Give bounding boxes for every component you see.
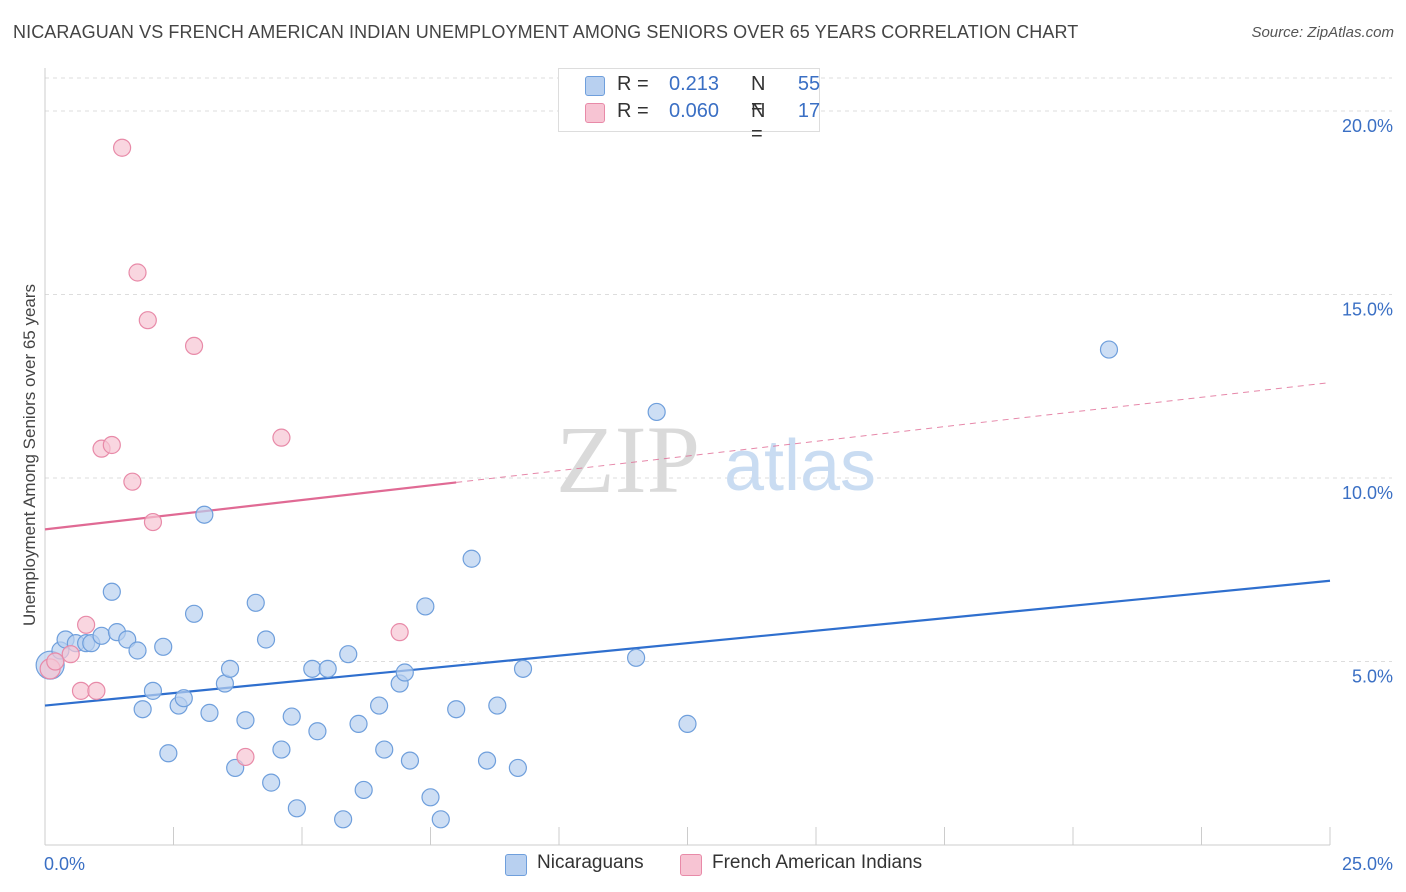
point-nicaraguans[interactable]: [133, 700, 152, 719]
point-nicaraguans[interactable]: [395, 663, 414, 682]
y-axis-label: Unemployment Among Seniors over 65 years: [20, 283, 39, 627]
legend-r-label: R =: [617, 73, 649, 95]
point-nicaraguans[interactable]: [354, 780, 373, 800]
point-french-american-indians[interactable]: [184, 336, 204, 355]
point-nicaraguans[interactable]: [334, 810, 353, 829]
legend-swatch-french-american-indians: [680, 854, 702, 876]
point-nicaraguans[interactable]: [102, 582, 121, 601]
point-nicaraguans[interactable]: [272, 740, 291, 759]
point-french-american-indians[interactable]: [390, 623, 409, 642]
point-nicaraguans[interactable]: [400, 751, 420, 770]
point-nicaraguans[interactable]: [488, 696, 507, 715]
y-tick-label: 5.0%: [1352, 667, 1393, 687]
trend-line-french-american-indians: [44, 481, 457, 531]
legend-r-value: 0.060: [668, 100, 720, 122]
point-nicaraguans[interactable]: [220, 659, 240, 678]
legend-swatch-french-american-indians: [585, 103, 605, 123]
legend-n-label: N =: [751, 73, 766, 118]
correlation-legend: R = 0.213 N = 55 R = 0.060 N = 17: [558, 68, 820, 145]
axes: [44, 68, 1331, 846]
point-nicaraguans[interactable]: [375, 740, 394, 759]
point-nicaraguans[interactable]: [154, 637, 173, 656]
point-nicaraguans[interactable]: [462, 549, 481, 568]
watermark: ZIP atlas: [556, 406, 876, 513]
point-nicaraguans[interactable]: [262, 773, 281, 792]
legend-label-nicaraguans: Nicaraguans: [537, 852, 644, 873]
point-nicaraguans[interactable]: [1099, 340, 1119, 359]
point-french-american-indians[interactable]: [61, 645, 80, 664]
point-french-american-indians[interactable]: [138, 311, 157, 330]
legend-r-label: R =: [617, 100, 649, 122]
point-nicaraguans[interactable]: [477, 751, 497, 770]
y-tick-label: 10.0%: [1342, 483, 1393, 503]
point-nicaraguans[interactable]: [349, 714, 368, 733]
source-label: Source: ZipAtlas.com: [1251, 24, 1394, 41]
point-nicaraguans[interactable]: [421, 788, 440, 807]
point-nicaraguans[interactable]: [447, 700, 466, 719]
point-french-american-indians[interactable]: [77, 615, 96, 634]
point-french-american-indians[interactable]: [102, 435, 121, 455]
point-french-american-indians[interactable]: [128, 263, 147, 282]
y-tick-label: 15.0%: [1342, 300, 1393, 320]
legend-n-value: 17: [797, 100, 821, 122]
data-points: [35, 138, 1119, 829]
point-nicaraguans[interactable]: [416, 597, 435, 616]
x-tick-label-min: 0.0%: [44, 854, 85, 874]
point-nicaraguans[interactable]: [174, 689, 193, 708]
trend-line-nicaraguans: [44, 579, 1331, 707]
tick-labels: 5.0% 10.0% 15.0% 20.0% 0.0% 25.0%: [44, 116, 1393, 874]
chart-title: NICARAGUAN VS FRENCH AMERICAN INDIAN UNE…: [13, 22, 1079, 42]
point-french-american-indians[interactable]: [143, 512, 163, 532]
point-nicaraguans[interactable]: [339, 645, 358, 664]
x-tick-label-max: 25.0%: [1342, 854, 1393, 874]
point-nicaraguans[interactable]: [200, 703, 219, 722]
point-nicaraguans[interactable]: [195, 505, 214, 524]
point-nicaraguans[interactable]: [92, 626, 111, 645]
point-nicaraguans[interactable]: [159, 744, 178, 763]
point-nicaraguans[interactable]: [678, 714, 697, 733]
point-nicaraguans[interactable]: [308, 722, 327, 741]
legend-n-value: 55: [797, 73, 821, 95]
point-nicaraguans[interactable]: [287, 799, 306, 818]
point-french-american-indians[interactable]: [87, 681, 106, 700]
point-french-american-indians[interactable]: [46, 652, 65, 671]
point-nicaraguans[interactable]: [647, 402, 666, 422]
point-nicaraguans[interactable]: [256, 630, 276, 649]
point-nicaraguans[interactable]: [143, 681, 163, 700]
point-french-american-indians[interactable]: [236, 747, 255, 767]
point-nicaraguans[interactable]: [508, 758, 527, 778]
legend-swatch-nicaraguans: [585, 76, 605, 96]
point-french-american-indians[interactable]: [112, 138, 132, 157]
grid-lines: [45, 77, 1392, 663]
legend-n-label: N =: [751, 100, 766, 145]
point-nicaraguans[interactable]: [236, 711, 255, 730]
point-nicaraguans[interactable]: [303, 659, 322, 678]
legend-label-french-american-indians: French American Indians: [712, 852, 923, 873]
watermark-zip: ZIP: [556, 406, 700, 513]
point-nicaraguans[interactable]: [128, 641, 147, 660]
watermark-atlas: atlas: [724, 426, 876, 506]
y-tick-label: 20.0%: [1342, 116, 1393, 136]
point-french-american-indians[interactable]: [71, 681, 91, 700]
point-nicaraguans[interactable]: [431, 810, 450, 829]
point-nicaraguans[interactable]: [184, 604, 204, 623]
point-nicaraguans[interactable]: [246, 593, 265, 612]
point-nicaraguans[interactable]: [282, 707, 301, 726]
trend-lines: [44, 382, 1331, 707]
point-nicaraguans[interactable]: [513, 659, 533, 678]
point-nicaraguans[interactable]: [370, 696, 389, 715]
point-nicaraguans[interactable]: [626, 648, 646, 667]
trend-line-french-american-indians-extension: [456, 382, 1331, 483]
legend-swatch-nicaraguans: [505, 854, 527, 876]
point-nicaraguans[interactable]: [318, 659, 337, 678]
point-french-american-indians[interactable]: [272, 428, 291, 447]
legend-r-value: 0.213: [668, 73, 720, 95]
bottom-legend: Nicaraguans French American Indians: [0, 852, 1406, 878]
point-french-american-indians[interactable]: [123, 472, 142, 491]
